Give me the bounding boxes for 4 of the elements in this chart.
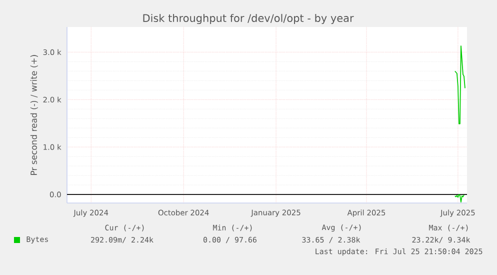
- chart-title: Disk throughput for /dev/ol/opt - by year: [143, 14, 354, 24]
- line-series: [454, 194, 464, 202]
- y-axis-title: Pr second read (-) / write (+): [30, 55, 38, 175]
- line-series: [454, 46, 466, 124]
